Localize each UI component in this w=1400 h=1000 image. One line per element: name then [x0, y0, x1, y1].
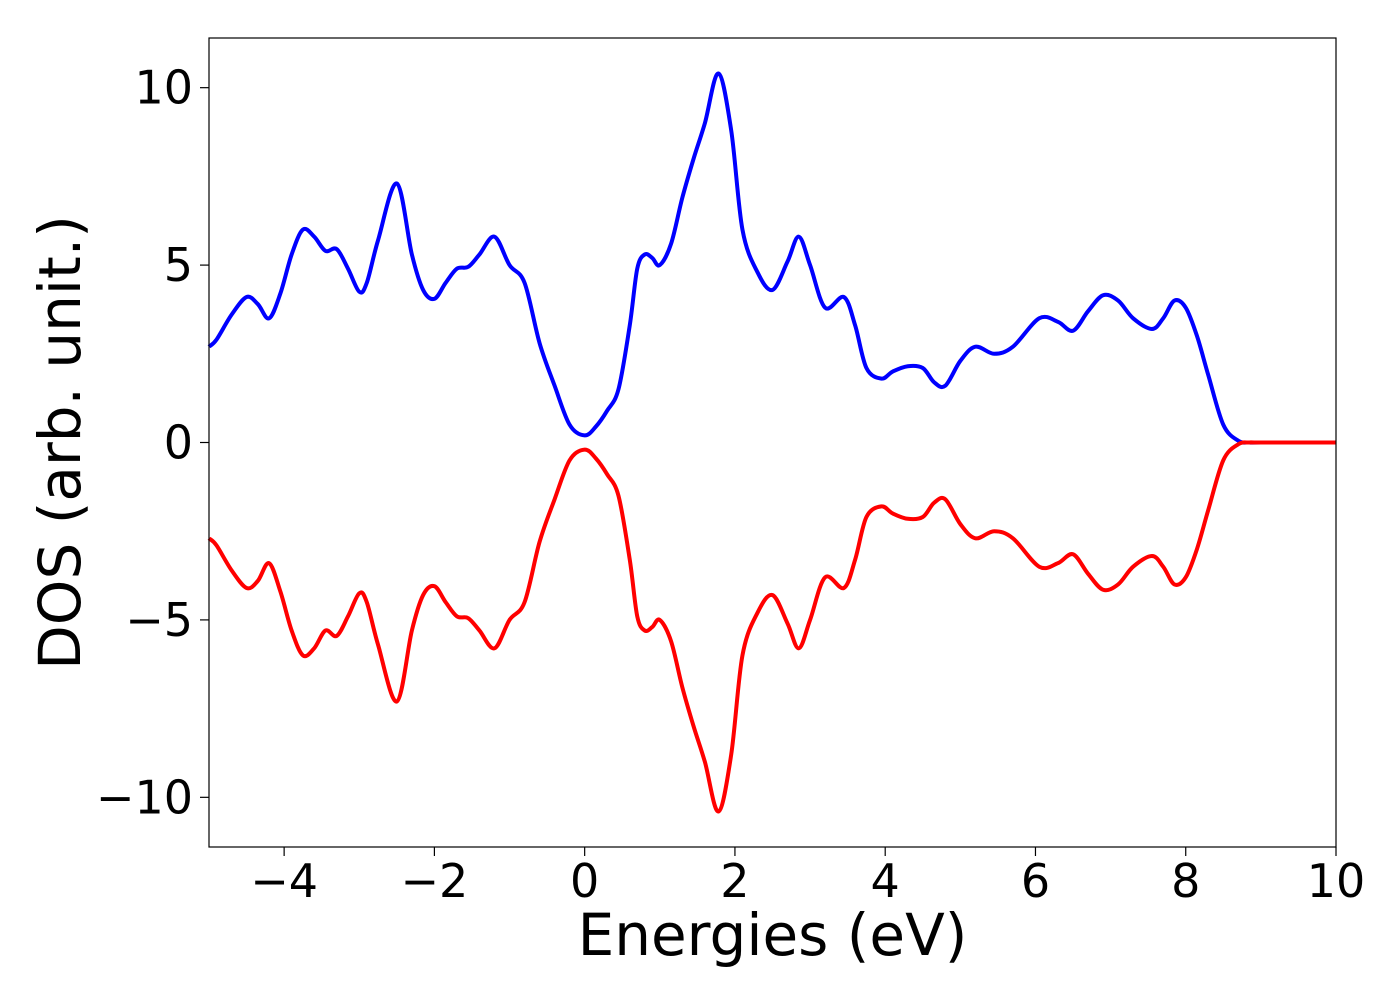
- x-axis-label: Energies (eV): [578, 901, 968, 969]
- series-layer: [207, 71, 1336, 814]
- y-tick-label: −5: [125, 593, 193, 647]
- x-axis: −4 −2 0 2 4 6 8 10: [250, 847, 1365, 908]
- x-tick-label: 10: [1307, 854, 1366, 908]
- y-axis-label: DOS (arb. unit.): [26, 215, 94, 670]
- x-tick-label: 0: [570, 854, 599, 908]
- x-tick-label: 6: [1021, 854, 1050, 908]
- x-tick-label: −4: [250, 854, 318, 908]
- x-tick-label: 4: [871, 854, 900, 908]
- x-tick-label: −2: [400, 854, 468, 908]
- y-axis: −10 −5 0 5 10: [96, 61, 209, 824]
- dos-series-up-line: [207, 71, 1336, 445]
- x-tick-label: 8: [1171, 854, 1200, 908]
- y-tick-label: −10: [96, 770, 193, 824]
- dos-series-down-line: [207, 440, 1336, 814]
- x-tick-label: 2: [720, 854, 749, 908]
- y-tick-label: 10: [134, 61, 193, 115]
- y-tick-label: 5: [164, 238, 193, 292]
- y-tick-label: 0: [164, 416, 193, 470]
- plot-area-frame: [208, 37, 1337, 848]
